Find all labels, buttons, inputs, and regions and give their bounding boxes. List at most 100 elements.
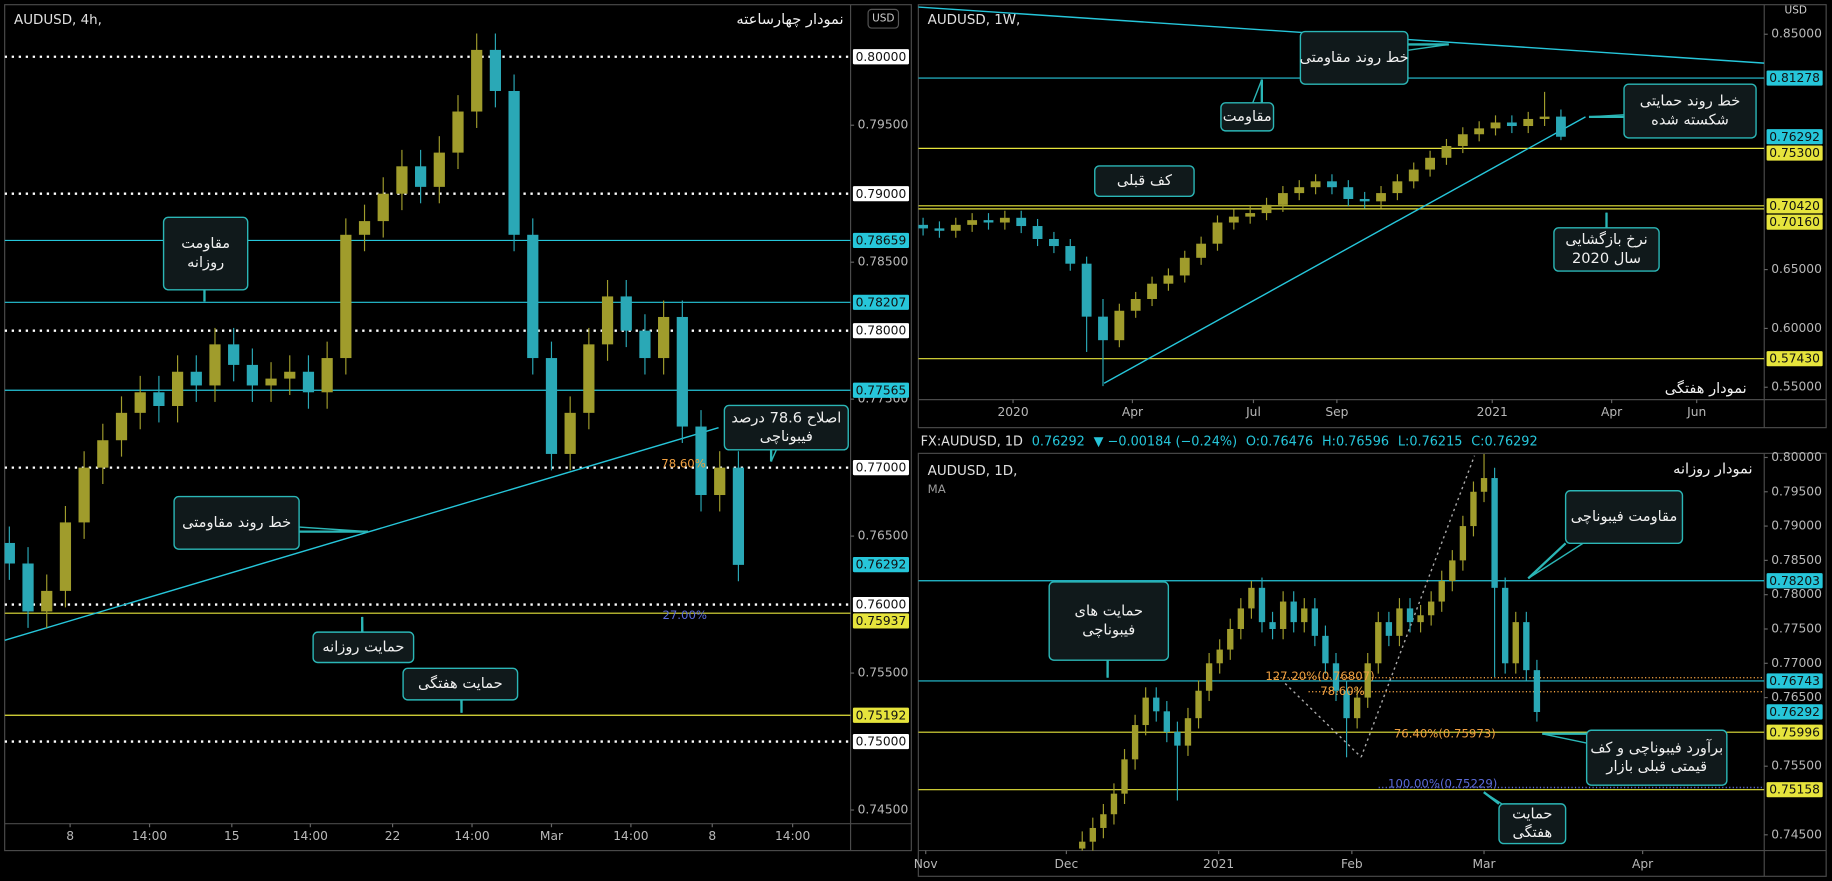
callout-box <box>162 216 249 291</box>
candle-body <box>1406 608 1414 623</box>
y-tick-label: 0.78500 <box>1771 553 1822 567</box>
candle-body <box>433 152 445 187</box>
price-badge-label: 0.78203 <box>1769 574 1820 588</box>
candle-body <box>1392 181 1403 194</box>
candle-body <box>1163 711 1170 732</box>
callout-text: کف قبلی <box>1117 172 1172 189</box>
price-badge-label: 0.77565 <box>856 383 907 397</box>
callout-box <box>1498 803 1567 845</box>
y-tick-label: 0.75500 <box>1771 759 1822 773</box>
callout-text: قیمتی قبلی بازار <box>1605 758 1707 775</box>
price-badge <box>1766 573 1823 589</box>
trend-line <box>4 426 719 641</box>
candle-body <box>732 467 745 565</box>
callout-text: خط روند مقاومتی <box>1300 49 1409 66</box>
callout-text: حمایت هفتگی <box>418 674 503 692</box>
candle-body <box>1327 181 1337 188</box>
candle-body <box>1417 615 1424 623</box>
currency-label: USD <box>1785 5 1807 17</box>
y-tick-label: 0.79500 <box>1771 484 1822 498</box>
price-badge <box>1766 673 1823 689</box>
candle-body <box>1311 608 1319 636</box>
candle-body <box>1427 601 1435 616</box>
candle-body <box>1512 622 1519 664</box>
candle-body <box>1408 169 1419 182</box>
candle-body <box>1032 226 1043 239</box>
price-badge <box>852 294 909 310</box>
price-badge-label: 0.75000 <box>856 735 907 749</box>
symbol: FX:AUDUSD, 1D <box>921 434 1023 449</box>
candle-body <box>1261 204 1272 214</box>
candle-body <box>340 234 352 359</box>
price-badge-label: 0.76743 <box>1769 674 1820 688</box>
candle-body <box>358 221 371 235</box>
x-tick-label: 15 <box>224 829 240 843</box>
candle-body <box>1179 257 1190 276</box>
candle-body <box>620 296 632 331</box>
candle-body <box>489 49 501 91</box>
x-tick-label: 2021 <box>1477 405 1508 419</box>
candle-body <box>1343 187 1354 199</box>
plot-area <box>4 33 851 743</box>
price: 0.76292 <box>1032 434 1085 449</box>
y-tick-label: 0.85000 <box>1771 27 1822 41</box>
candle-body <box>78 467 90 523</box>
candle-body <box>999 217 1010 223</box>
candle-body <box>527 234 539 359</box>
candle-body <box>1425 157 1436 170</box>
candle-body <box>321 358 333 393</box>
callout-text: هفتگی <box>1512 823 1552 841</box>
price-badge <box>1766 214 1823 230</box>
callout-text: سال 2020 <box>1572 250 1641 267</box>
callout-box <box>723 404 849 451</box>
price-badge <box>852 613 909 629</box>
high: H:0.76596 <box>1322 434 1389 449</box>
candle-body <box>153 392 165 406</box>
callout-text: روزانه <box>187 254 224 271</box>
x-tick-label: 14:00 <box>613 829 648 843</box>
candle-body <box>1153 697 1160 712</box>
candle-body <box>545 358 558 454</box>
candle-body <box>983 220 994 223</box>
candle-body <box>1269 622 1276 629</box>
candle-body <box>97 440 109 468</box>
y-tick-label: 0.74500 <box>1771 827 1822 841</box>
candle-body <box>1195 690 1202 719</box>
candle-body <box>1147 283 1157 299</box>
price-badge <box>852 707 909 723</box>
y-tick-label: 0.65000 <box>1771 262 1822 276</box>
x-tick-label: Feb <box>1341 857 1363 871</box>
price-badge <box>852 733 909 750</box>
candle-body <box>1474 128 1485 135</box>
y-tick-label: 0.74500 <box>858 803 909 817</box>
x-tick-label: Jul <box>1245 405 1261 419</box>
candle-body <box>1396 608 1403 636</box>
candle-body <box>41 590 53 612</box>
callout-text: حمایت های <box>1075 603 1144 620</box>
candle-body <box>508 90 520 235</box>
candle-body <box>1248 587 1255 609</box>
candle-body <box>564 412 576 454</box>
candle-body <box>134 392 146 413</box>
candle-body <box>1081 263 1092 317</box>
candle-body <box>1245 213 1256 217</box>
price-badge <box>1766 198 1823 214</box>
candle-body <box>967 220 978 225</box>
price-badge-label: 0.70160 <box>1769 215 1820 229</box>
candle-body <box>265 378 277 386</box>
candle-body <box>695 426 707 496</box>
chart-label: 78.60% <box>661 456 706 470</box>
callout-text: نرخ بازگشایی <box>1565 230 1647 248</box>
candle-body <box>1216 649 1223 664</box>
candle-body <box>658 316 670 359</box>
candle-body <box>1228 216 1239 223</box>
candle-body <box>1079 841 1086 849</box>
price-badge-label: 0.75996 <box>1769 725 1820 739</box>
price-badge <box>852 323 909 339</box>
callout-box <box>312 631 415 664</box>
candle-body <box>1130 298 1141 311</box>
plot-area <box>918 6 1765 387</box>
candle-body <box>601 296 614 345</box>
y-tick-label: 0.77000 <box>1771 656 1822 670</box>
candle-body <box>1196 243 1207 258</box>
